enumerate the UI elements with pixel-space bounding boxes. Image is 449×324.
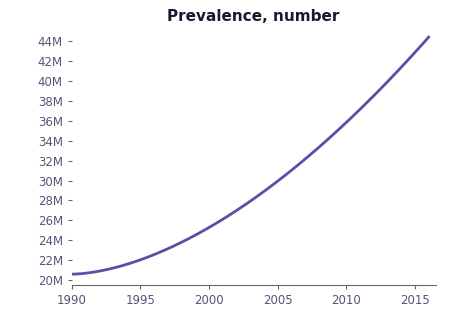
Title: Prevalence, number: Prevalence, number <box>167 9 340 24</box>
